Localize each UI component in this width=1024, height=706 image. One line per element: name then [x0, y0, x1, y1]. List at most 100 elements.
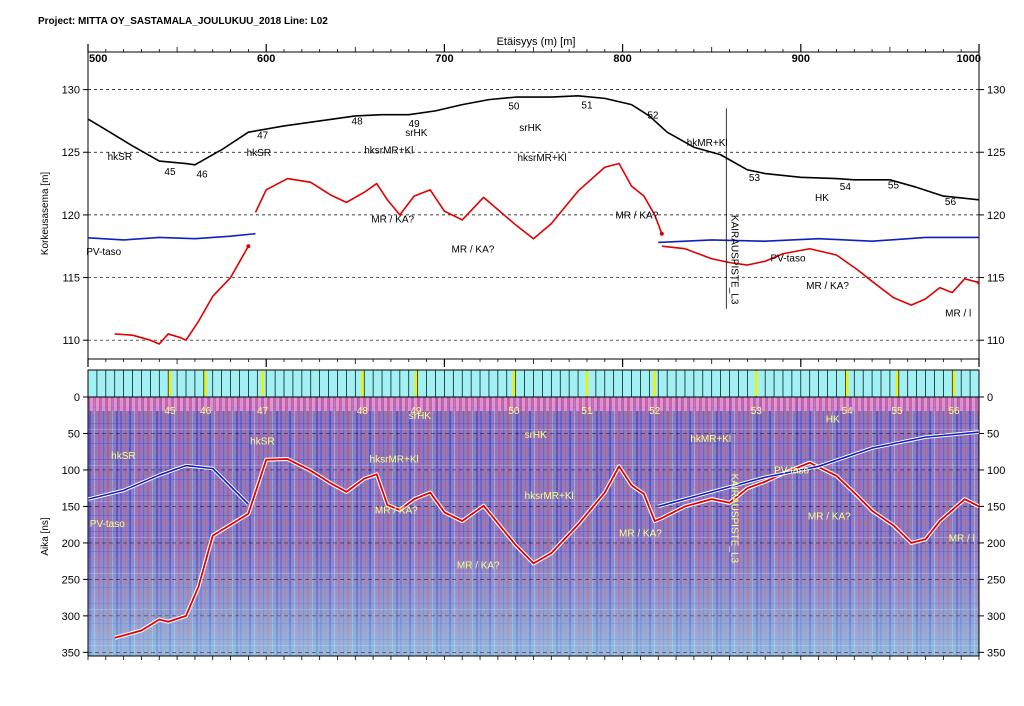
layer-annotation: srHK — [525, 430, 548, 441]
y-axis-label-top: Korkeusasema [m] — [40, 172, 51, 256]
y-tick-label-left: 150 — [62, 501, 80, 513]
layer-annotation: hkMR+Kl — [690, 434, 731, 445]
water-reflector — [88, 464, 249, 505]
terrain-line — [88, 95, 979, 201]
layer-annotation: hkMR+Kl — [687, 138, 728, 149]
y-tick-label-left: 130 — [62, 85, 80, 97]
x-tick-label: 900 — [792, 53, 810, 65]
station-label: 46 — [200, 406, 212, 417]
y-axis-label-bottom: Aika [ns] — [40, 517, 51, 556]
y-tick-label-right: 150 — [987, 501, 1005, 513]
layer-annotation: MR / KA? — [375, 506, 418, 517]
x-tick-label: 700 — [435, 53, 453, 65]
station-label: 50 — [508, 102, 520, 113]
y-tick-label-left: 300 — [62, 611, 80, 623]
bedrock-end-marker — [246, 244, 251, 249]
layer-annotation: PV-taso — [774, 466, 809, 477]
station-label: 55 — [888, 181, 900, 192]
bedrock-line — [114, 245, 250, 345]
layer-annotation: MR / KA? — [457, 560, 500, 571]
bedrock-reflector — [114, 458, 979, 639]
layer-annotation: MR / KA? — [806, 281, 849, 292]
station-label: 52 — [647, 110, 659, 121]
x-axis-label: Etäisyys (m) [m] — [496, 36, 576, 48]
y-tick-label-left: 250 — [62, 574, 80, 586]
layer-annotation: hkSR — [108, 152, 132, 163]
y-tick-label-right: 0 — [987, 392, 993, 404]
station-label: 53 — [749, 173, 761, 184]
y-tick-label-right: 250 — [987, 574, 1005, 586]
bedrock-line — [254, 162, 663, 240]
y-tick-label-right: 50 — [987, 428, 999, 440]
x-tick-label: 500 — [89, 53, 107, 65]
y-tick-label-left: 50 — [68, 428, 80, 440]
borehole-label: KAIRAUSPISTE_L3 — [728, 215, 739, 305]
borehole-label: KAIRAUSPISTE_L3 — [728, 474, 739, 564]
y-tick-label-left: 115 — [62, 273, 80, 285]
water-reflector — [658, 431, 979, 508]
layer-annotation: srHK — [519, 123, 542, 134]
station-label: 53 — [751, 406, 763, 417]
station-label: 49 — [409, 119, 421, 130]
station-label: 47 — [257, 406, 269, 417]
y-tick-label-left: 100 — [62, 465, 80, 477]
station-label: 54 — [842, 406, 854, 417]
layer-annotation: HK — [826, 415, 840, 426]
layer-annotation: hksrMR+Kl — [517, 153, 566, 164]
y-tick-label-left: 120 — [62, 210, 80, 222]
water_table-line — [88, 232, 256, 241]
chart-title: Project: MITTA OY_SASTAMALA_JOULUKUU_201… — [38, 16, 328, 27]
station-label: 55 — [891, 406, 903, 417]
station-label: 54 — [840, 182, 852, 193]
elevation-panel: 110 110 115 115 120 120 125 125 130 130 500 600 700 8… — [40, 44, 1005, 367]
attenuation-fade — [88, 397, 979, 656]
layer-annotation: PV-taso — [771, 253, 806, 264]
station-label: 50 — [508, 406, 520, 417]
layer-annotation: hkSR — [250, 436, 274, 447]
y-tick-label-left: 110 — [62, 335, 80, 347]
y-tick-label-right: 110 — [987, 335, 1005, 347]
station-label: 46 — [196, 169, 208, 180]
radargram-panel: 0 0 50 50 100 100 150 150 200 200 250 250 300 300 350 3… — [40, 369, 1005, 660]
layer-annotation: hksrMR+Kl — [364, 145, 413, 156]
station-label: 51 — [581, 100, 593, 111]
layer-annotation: hksrMR+Kl — [370, 455, 419, 466]
y-tick-label-right: 115 — [987, 273, 1005, 285]
bedrock-end-marker — [659, 231, 664, 236]
layer-annotation: hkSR — [111, 451, 135, 462]
layer-annotation: hkSR — [247, 148, 271, 159]
layer-annotation: MR / l — [945, 308, 971, 319]
x-tick-label: 1000 — [957, 53, 981, 65]
layer-annotation: srHK — [405, 128, 428, 139]
y-tick-label-left: 200 — [62, 538, 80, 550]
layer-annotation: hksrMR+Kl — [525, 491, 574, 502]
y-tick-label-right: 100 — [987, 465, 1005, 477]
layer-annotation: MR / KA? — [808, 512, 851, 523]
station-label: 56 — [945, 197, 957, 208]
elevation-plot-frame — [87, 51, 980, 360]
station-label: 47 — [257, 130, 269, 141]
reflector-series — [88, 430, 979, 640]
y-tick-label-left: 125 — [62, 147, 80, 159]
y-tick-label-left: 0 — [74, 392, 80, 404]
x-tick-label: 600 — [257, 53, 275, 65]
y-tick-label-right: 130 — [987, 85, 1005, 97]
station-label: 48 — [357, 406, 369, 417]
layer-annotation: PV-taso — [86, 247, 121, 258]
station-label: 45 — [164, 167, 176, 178]
y-tick-label-right: 300 — [987, 611, 1005, 623]
elevation-series — [88, 95, 979, 345]
y-tick-label-left: 350 — [62, 647, 80, 659]
y-tick-label-right: 120 — [987, 210, 1005, 222]
station-label: 48 — [352, 117, 364, 128]
layer-annotation: MR / KA? — [615, 211, 658, 222]
y-tick-label-right: 200 — [987, 538, 1005, 550]
layer-annotation: MR / KA? — [619, 528, 662, 539]
layer-annotation: MR / KA? — [452, 244, 495, 255]
x-tick-label: 800 — [613, 53, 631, 65]
station-label: 51 — [581, 406, 593, 417]
layer-annotation: srHK — [409, 411, 432, 422]
bedrock-end-marker — [977, 280, 979, 285]
y-tick-label-right: 350 — [987, 647, 1005, 659]
